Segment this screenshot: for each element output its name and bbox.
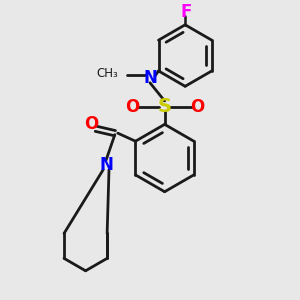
Text: O: O [190, 98, 204, 116]
Text: N: N [143, 68, 157, 86]
Text: N: N [99, 156, 113, 174]
Text: O: O [125, 98, 140, 116]
Text: O: O [84, 116, 99, 134]
Text: CH₃: CH₃ [96, 67, 118, 80]
Text: F: F [181, 3, 192, 21]
Text: S: S [158, 97, 172, 116]
